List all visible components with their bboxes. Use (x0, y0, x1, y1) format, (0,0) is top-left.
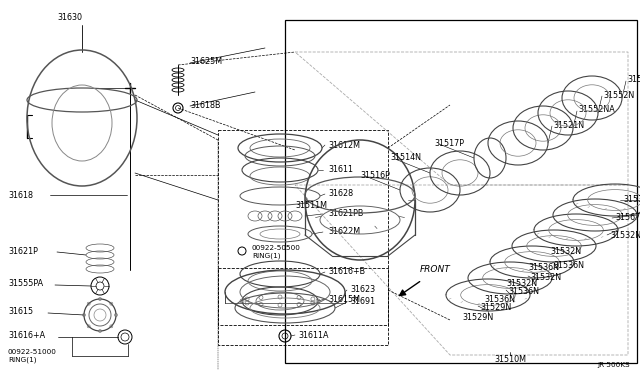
Text: 31623: 31623 (350, 285, 375, 295)
Text: 00922-50500: 00922-50500 (252, 245, 301, 251)
Text: 31517P: 31517P (434, 138, 464, 148)
Text: 31621PB: 31621PB (328, 209, 364, 218)
Text: 31532N: 31532N (506, 279, 538, 289)
Text: 31552NA: 31552NA (578, 106, 615, 115)
Text: 31514N: 31514N (390, 154, 421, 163)
Text: 31567N: 31567N (615, 214, 640, 222)
Text: FRONT: FRONT (420, 266, 451, 275)
Text: 31536N: 31536N (529, 263, 559, 273)
Text: JR 500KS: JR 500KS (597, 362, 630, 368)
Text: 31630: 31630 (58, 13, 83, 22)
Text: 31536N: 31536N (508, 288, 539, 296)
Text: 31628: 31628 (328, 189, 353, 199)
Text: 31532N: 31532N (610, 231, 640, 240)
Text: 31616+B: 31616+B (328, 267, 365, 276)
Text: 31510M: 31510M (494, 356, 526, 365)
Text: 31611: 31611 (328, 166, 353, 174)
Text: 31532N: 31532N (530, 273, 561, 282)
Text: 31536N: 31536N (553, 260, 584, 269)
Text: 31616+A: 31616+A (8, 331, 45, 340)
Text: 31615: 31615 (8, 308, 33, 317)
Text: 31529N: 31529N (462, 312, 493, 321)
Text: 31511M: 31511M (295, 201, 327, 209)
Text: 31523N: 31523N (627, 76, 640, 84)
Text: 31612M: 31612M (328, 141, 360, 150)
Text: 31615M: 31615M (328, 295, 360, 304)
Text: 31532N: 31532N (550, 247, 582, 257)
Text: 31538N: 31538N (623, 196, 640, 205)
Text: 31621P: 31621P (8, 247, 38, 257)
Text: 31691: 31691 (350, 298, 375, 307)
Text: 31516P: 31516P (360, 170, 390, 180)
Text: 00922-51000: 00922-51000 (8, 349, 57, 355)
Text: 31555PA: 31555PA (8, 279, 43, 289)
Text: RING(1): RING(1) (252, 253, 280, 259)
Text: 31552N: 31552N (603, 90, 634, 99)
Text: 31611A: 31611A (298, 330, 328, 340)
Text: 31625M: 31625M (190, 58, 222, 67)
Text: 31529N: 31529N (480, 304, 511, 312)
Text: 31618B: 31618B (190, 100, 221, 109)
Text: 31618: 31618 (8, 190, 33, 199)
Text: 31622M: 31622M (328, 228, 360, 237)
Text: 31536N: 31536N (484, 295, 515, 305)
Text: RING(1): RING(1) (8, 357, 36, 363)
Text: 31521N: 31521N (553, 121, 584, 129)
Bar (285, 20, 637, 363)
